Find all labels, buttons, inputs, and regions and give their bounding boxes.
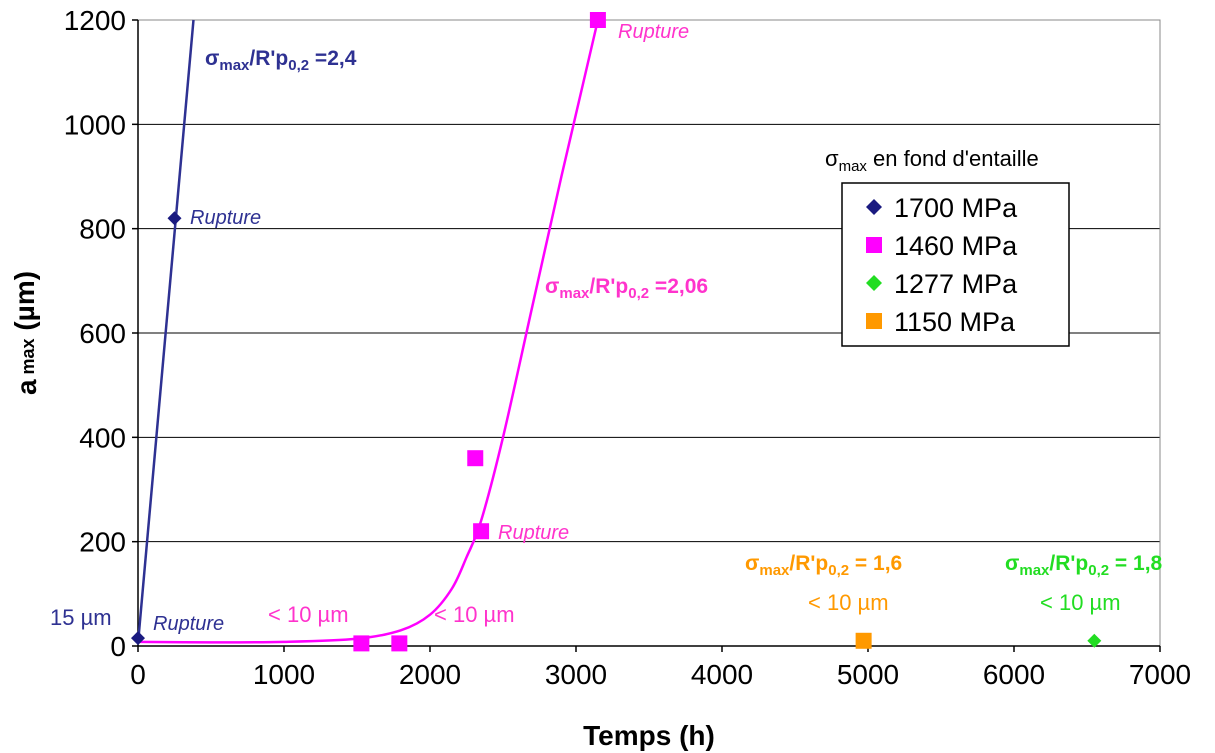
data-point-2-0 (1087, 633, 1102, 648)
trend-curves (136, 19, 600, 644)
data-markers (131, 12, 1102, 652)
x-tick-label: 2000 (399, 659, 461, 690)
data-point-1-1 (391, 635, 408, 652)
rupture-label-magenta-top: Rupture (618, 21, 689, 43)
x-tick-label: 4000 (691, 659, 753, 690)
x-axis-title: Temps (h) (583, 720, 715, 751)
label-15um: 15 µm (50, 605, 112, 630)
rupture-label-blue-bottom: Rupture (153, 613, 224, 635)
x-tick-label: 5000 (837, 659, 899, 690)
axis-ticks: 0 200 400 600 800 1000 1200 0 1000 2000 3000 4000 50… (64, 5, 1191, 690)
data-point-0-0 (131, 631, 145, 646)
y-tick-label: 800 (79, 214, 126, 245)
y-tick-label: 1000 (64, 109, 126, 140)
legend-label-3: 1150 MPa (894, 307, 1016, 337)
legend-label-1: 1460 MPa (894, 231, 1018, 261)
legend-marker-2 (866, 275, 882, 291)
ratio-label-magenta: σmax/R'p0,2 =2,06 (545, 275, 708, 302)
data-point-1-0 (353, 635, 370, 652)
x-tick-label: 3000 (545, 659, 607, 690)
y-tick-label: 1200 (64, 5, 126, 36)
ratio-label-orange: σmax/R'p0,2 = 1,6 (745, 552, 902, 579)
legend-label-0: 1700 MPa (894, 193, 1018, 223)
data-point-3-0 (855, 632, 872, 649)
rupture-label-blue-top: Rupture (190, 207, 261, 229)
x-tick-label: 7000 (1129, 659, 1191, 690)
y-axis-title: a max (µm) (9, 271, 42, 395)
label-lt10-a: < 10 µm (268, 602, 349, 627)
legend-label-2: 1277 MPa (894, 269, 1018, 299)
legend-title: σmax en fond d'entaille (825, 146, 1039, 175)
legend: 1700 MPa 1460 MPa 1277 MPa 1150 MPa (866, 193, 1018, 337)
label-lt10-d: < 10 µm (1040, 590, 1121, 615)
trend-curve-0 (136, 19, 195, 644)
ratio-label-blue: σmax/R'p0,2 =2,4 (205, 47, 357, 74)
y-tick-label: 600 (79, 318, 126, 349)
data-point-1-2 (467, 450, 484, 467)
y-tick-label: 200 (79, 527, 126, 558)
data-point-0-1 (167, 211, 182, 226)
x-tick-label: 6000 (983, 659, 1045, 690)
rupture-label-magenta-mid: Rupture (498, 522, 569, 544)
ratio-label-green: σmax/R'p0,2 = 1,8 (1005, 552, 1163, 579)
x-tick-label: 1000 (253, 659, 315, 690)
data-point-1-3 (473, 523, 490, 540)
y-tick-label: 400 (79, 422, 126, 453)
label-lt10-b: < 10 µm (434, 602, 515, 627)
legend-marker-0 (866, 199, 882, 215)
trend-curve-1 (137, 19, 600, 644)
legend-marker-3 (866, 313, 882, 329)
data-point-1-4 (589, 12, 606, 28)
y-tick-label: 0 (110, 631, 126, 662)
legend-marker-1 (866, 237, 882, 253)
label-lt10-c: < 10 µm (808, 590, 889, 615)
x-tick-label: 0 (130, 659, 146, 690)
